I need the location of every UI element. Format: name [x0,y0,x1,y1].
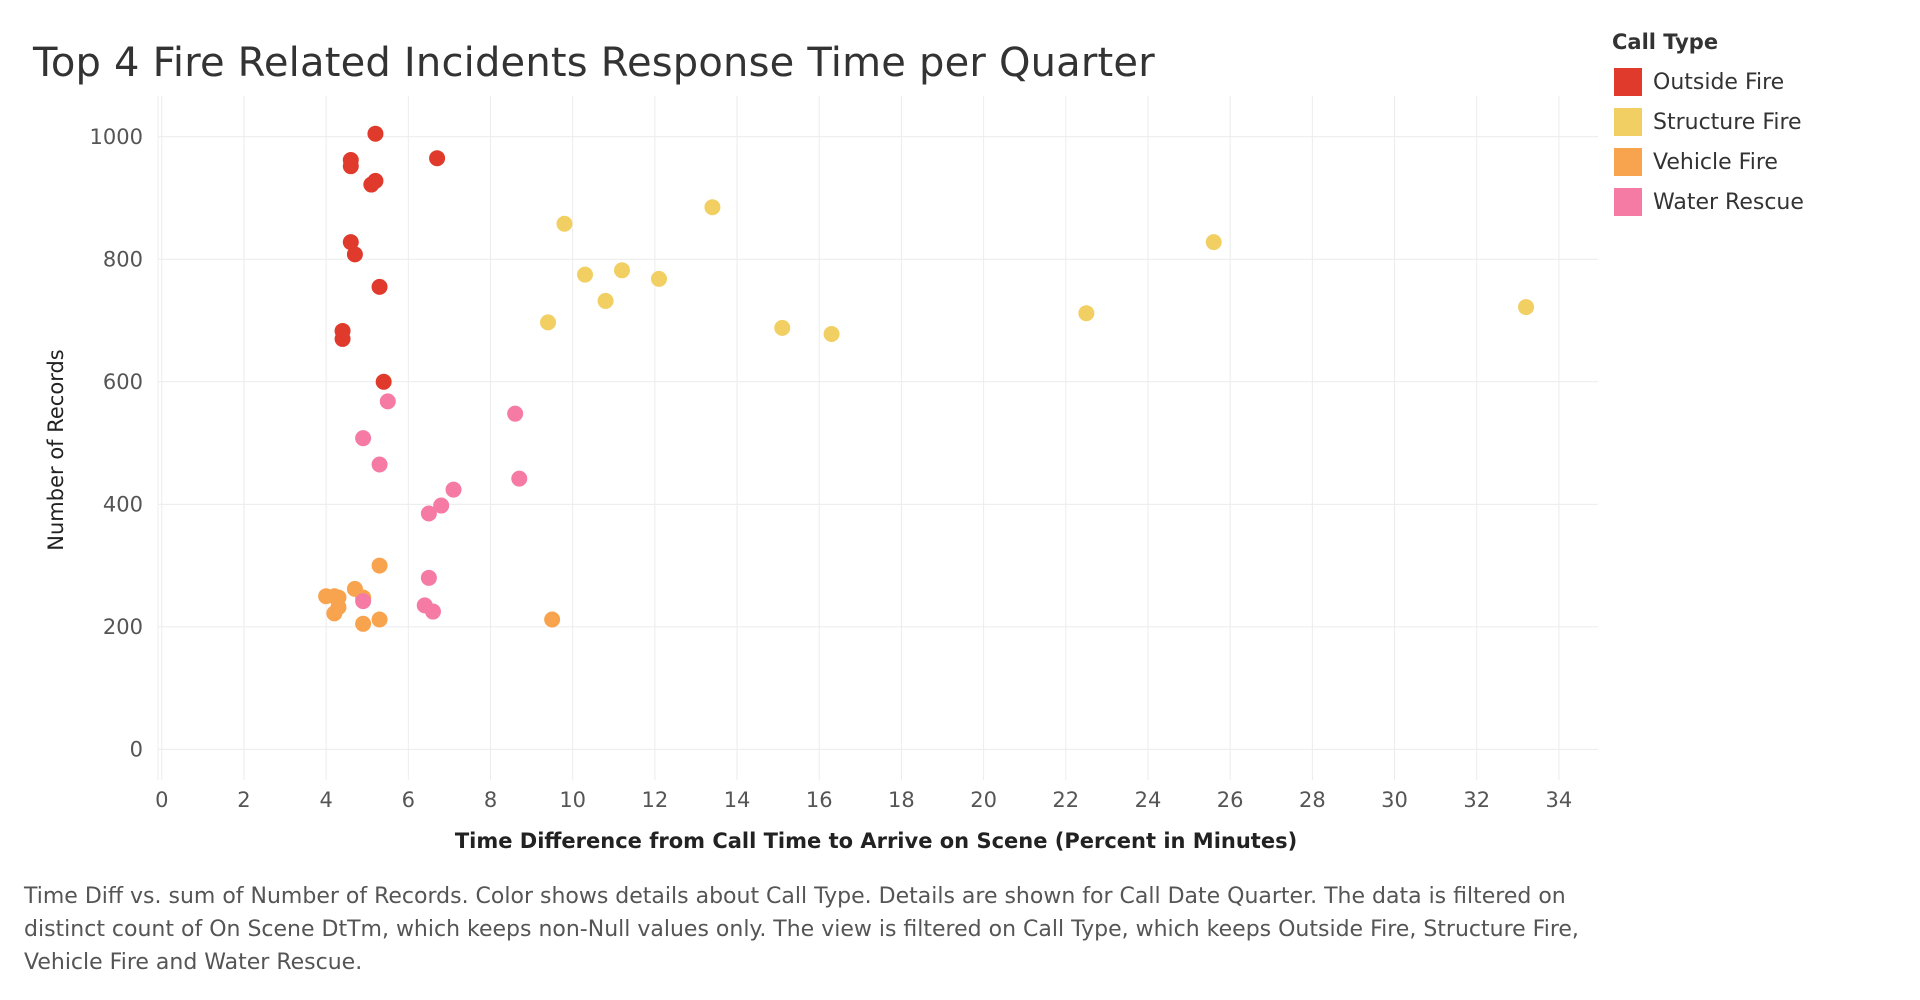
legend-swatch [1614,148,1642,176]
y-tick-label: 200 [103,615,143,639]
x-tick-label: 2 [237,788,250,812]
y-axis-title: Number of Records [44,349,68,550]
data-point-water-rescue[interactable] [355,593,372,610]
data-point-water-rescue[interactable] [420,505,437,522]
data-point-structure-fire[interactable] [1078,305,1095,322]
legend-label: Vehicle Fire [1653,149,1778,175]
data-point-vehicle-fire[interactable] [544,611,561,628]
y-tick-label: 400 [103,492,143,516]
data-point-vehicle-fire[interactable] [355,615,372,632]
data-point-structure-fire[interactable] [540,314,557,331]
legend-swatch [1614,188,1642,216]
data-point-structure-fire[interactable] [823,326,840,343]
legend-item-water-rescue[interactable]: Water Rescue [1612,182,1804,222]
x-tick-label: 34 [1546,788,1573,812]
data-point-vehicle-fire[interactable] [371,611,388,628]
legend-label: Outside Fire [1653,69,1785,95]
data-point-outside-fire[interactable] [375,373,392,390]
legend-title: Call Type [1612,30,1719,54]
data-point-structure-fire[interactable] [577,266,594,283]
x-tick-label: 14 [724,788,751,812]
legend-item-outside-fire[interactable]: Outside Fire [1612,62,1804,102]
data-point-water-rescue[interactable] [379,393,396,410]
data-point-structure-fire[interactable] [774,319,791,336]
x-tick-label: 10 [559,788,586,812]
x-tick-label: 22 [1052,788,1079,812]
data-point-water-rescue[interactable] [507,405,524,422]
x-tick-label: 4 [319,788,332,812]
data-point-outside-fire[interactable] [371,278,388,295]
data-point-water-rescue[interactable] [420,569,437,586]
y-tick-label: 0 [130,737,143,761]
data-point-water-rescue[interactable] [371,456,388,473]
grid-lines [157,96,1598,780]
legend: Call Type Outside Fire Structure Fire Vehi… [1612,30,1804,222]
x-tick-label: 18 [888,788,915,812]
x-tick-label: 6 [402,788,415,812]
legend-label: Water Rescue [1653,189,1804,215]
axis-ticks: 0 2 4 6 8 10 12 14 16 18 20 22 24 26 28 30 32 34020040060… [90,125,1573,812]
data-point-structure-fire[interactable] [1205,234,1222,251]
y-tick-label: 600 [103,370,143,394]
x-tick-label: 12 [642,788,669,812]
caption-text: Time Diff vs. sum of Number of Records. … [24,884,1579,975]
legend-swatch [1614,108,1642,136]
data-point-vehicle-fire[interactable] [326,605,343,622]
x-tick-label: 24 [1135,788,1162,812]
data-point-water-rescue[interactable] [433,497,450,514]
y-tick-label: 1000 [90,125,143,149]
data-point-outside-fire[interactable] [342,234,359,251]
data-point-water-rescue[interactable] [355,430,372,447]
data-point-vehicle-fire[interactable] [371,557,388,574]
data-point-water-rescue[interactable] [445,481,462,498]
data-point-structure-fire[interactable] [556,215,573,232]
legend-item-vehicle-fire[interactable]: Vehicle Fire [1612,142,1804,182]
data-point-water-rescue[interactable] [511,470,528,487]
x-axis-title: Time Difference from Call Time to Arrive… [455,829,1297,853]
data-point-outside-fire[interactable] [363,176,380,193]
data-point-structure-fire[interactable] [614,262,630,279]
data-point-water-rescue[interactable] [424,603,441,620]
x-tick-label: 32 [1463,788,1490,812]
data-point-outside-fire[interactable] [346,246,363,263]
x-tick-label: 30 [1381,788,1408,812]
data-point-structure-fire[interactable] [704,199,721,216]
y-tick-label: 800 [103,247,143,271]
data-points [318,125,1535,632]
data-point-outside-fire[interactable] [429,150,446,167]
legend-swatch [1614,68,1642,96]
x-tick-label: 26 [1217,788,1244,812]
data-point-structure-fire[interactable] [597,292,614,309]
data-point-structure-fire[interactable] [650,270,667,287]
legend-label: Structure Fire [1653,109,1802,135]
x-tick-label: 20 [970,788,997,812]
x-tick-label: 0 [155,788,168,812]
chart-title: Top 4 Fire Related Incidents Response Ti… [33,40,1155,86]
scatter-plot: 0 2 4 6 8 10 12 14 16 18 20 22 24 26 28 30 32 34020040060… [44,96,1598,853]
data-point-structure-fire[interactable] [1518,299,1535,316]
x-tick-label: 28 [1299,788,1326,812]
x-tick-label: 8 [484,788,497,812]
legend-item-structure-fire[interactable]: Structure Fire [1612,102,1804,142]
data-point-outside-fire[interactable] [342,158,359,175]
legend-items: Outside Fire Structure Fire Vehicle Fire Wa… [1612,62,1804,222]
data-point-outside-fire[interactable] [334,330,351,347]
x-tick-label: 16 [806,788,833,812]
data-point-outside-fire[interactable] [367,125,384,142]
